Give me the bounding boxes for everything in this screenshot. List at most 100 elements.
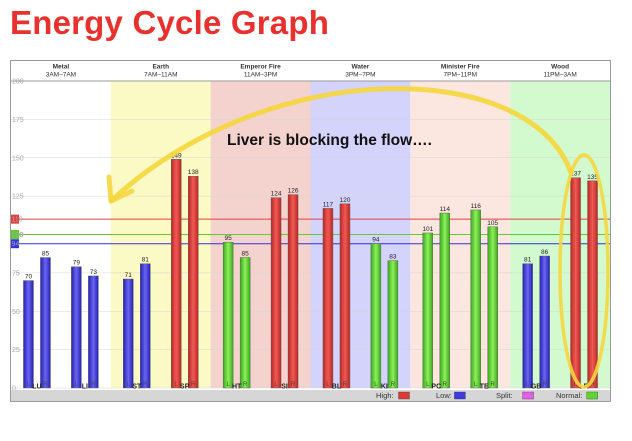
- y-tick-label: 0: [12, 386, 16, 393]
- bar-lu-l: [23, 280, 34, 389]
- bar-side-label: L: [326, 382, 330, 388]
- section-name: Wood: [551, 64, 569, 71]
- bar-side-label: R: [491, 382, 496, 388]
- meridian-label: GB: [531, 384, 542, 391]
- bar-side-label: L: [474, 382, 478, 388]
- bar-side-label: R: [91, 382, 96, 388]
- bar-side-label: L: [526, 382, 530, 388]
- bar-value-label: 124: [271, 191, 282, 198]
- bar-value-label: 85: [242, 251, 250, 258]
- y-tick-label: 175: [12, 117, 24, 124]
- reference-tag-low: [11, 239, 19, 249]
- bar-value-label: 149: [171, 152, 182, 159]
- section-name: Minister Fire: [441, 64, 480, 71]
- bar-sp-l: [171, 159, 182, 389]
- bar-value-label: 120: [340, 197, 351, 204]
- meridian-label: BL: [332, 384, 342, 391]
- meridian-label: SP: [180, 384, 190, 391]
- bar-pc-l: [422, 232, 433, 389]
- bar-gb-l: [522, 263, 533, 389]
- bar-ki-l: [370, 243, 382, 389]
- y-tick-label: 75: [12, 270, 20, 277]
- reference-tag-normal: [11, 230, 19, 239]
- bar-side-label: R: [43, 382, 48, 388]
- bar-value-label: 105: [487, 220, 498, 227]
- bar-value-label: 101: [422, 226, 433, 233]
- meridian-label: SI: [281, 384, 288, 391]
- bar-side-label: L: [75, 382, 79, 388]
- bar-side-label: R: [443, 382, 448, 388]
- annotation-circle-lr: [558, 153, 610, 389]
- bar-lr-r: [587, 180, 598, 389]
- bar-li-r: [88, 275, 99, 389]
- meridian-label: TE: [480, 384, 489, 391]
- y-tick-label: 150: [12, 155, 24, 162]
- section-time: 7AM–11AM: [144, 72, 177, 79]
- bar-side-label: R: [343, 382, 348, 388]
- bar-bl-l: [322, 208, 334, 389]
- reference-label: 110: [12, 217, 23, 224]
- bar-side-label: L: [175, 382, 179, 388]
- section-time: 3AM–7AM: [46, 72, 76, 79]
- bar-gb-r: [539, 255, 550, 389]
- bar-lr-l: [570, 177, 581, 389]
- y-tick-label: 50: [12, 309, 20, 316]
- bar-value-label: 138: [188, 169, 199, 176]
- annotation-text: Liver is blocking the flow….: [227, 132, 432, 149]
- section-name: Emperor Fire: [240, 64, 281, 71]
- legend-swatch: [586, 391, 598, 400]
- bar-side-label: L: [426, 382, 430, 388]
- section-time: 11AM–3PM: [244, 72, 277, 79]
- bar-value-label: 81: [524, 257, 532, 264]
- meridian-label: ST: [132, 384, 142, 391]
- legend-swatch: [398, 391, 410, 400]
- legend-bar: [11, 390, 610, 401]
- legend-label: Split:: [496, 391, 513, 400]
- meridian-label: KI: [381, 384, 388, 391]
- bar-value-label: 95: [225, 235, 233, 242]
- y-tick-label: 125: [12, 194, 24, 201]
- bar-side-label: R: [291, 382, 296, 388]
- meridian-label: HT: [232, 384, 242, 391]
- bar-side-label: L: [27, 382, 31, 388]
- bar-value-label: 126: [288, 188, 299, 195]
- bar-value-label: 114: [440, 206, 451, 213]
- bar-te-r: [487, 226, 498, 389]
- y-tick-label: 25: [12, 347, 20, 354]
- bar-ht-l: [222, 241, 234, 389]
- meridian-label: PC: [431, 384, 441, 391]
- bar-side-label: R: [243, 382, 248, 388]
- reference-label: 100: [12, 232, 24, 239]
- bar-side-label: L: [127, 382, 131, 388]
- page-title: Energy Cycle Graph: [10, 4, 330, 41]
- bar-side-label: R: [542, 382, 547, 388]
- section-name: Metal: [53, 64, 70, 71]
- bar-value-label: 86: [541, 249, 549, 256]
- bar-value-label: 137: [570, 171, 581, 178]
- section-name: Earth: [152, 64, 169, 71]
- bar-st-l: [123, 278, 134, 389]
- bar-pc-r: [439, 212, 450, 389]
- bar-value-label: 85: [42, 251, 50, 258]
- bar-value-label: 73: [90, 269, 98, 276]
- section-time: 7PM–11PM: [444, 72, 477, 79]
- bar-side-label: R: [191, 382, 196, 388]
- bar-side-label: L: [226, 382, 230, 388]
- bar-value-label: 83: [389, 254, 397, 261]
- bar-si-l: [270, 197, 282, 389]
- bar-st-r: [140, 263, 151, 389]
- bar-sp-r: [188, 175, 199, 389]
- bar-side-label: L: [274, 382, 278, 388]
- legend-swatch: [454, 391, 466, 400]
- reference-tag-high: [11, 214, 19, 224]
- bar-te-l: [470, 209, 481, 389]
- meridian-label: LU: [32, 384, 41, 391]
- bar-ki-r: [387, 260, 399, 389]
- section-time: 3PM–7PM: [345, 72, 375, 79]
- bar-ht-r: [239, 257, 251, 389]
- bar-value-label: 117: [323, 201, 334, 208]
- reference-label: 94: [12, 241, 20, 248]
- bar-side-label: R: [391, 382, 396, 388]
